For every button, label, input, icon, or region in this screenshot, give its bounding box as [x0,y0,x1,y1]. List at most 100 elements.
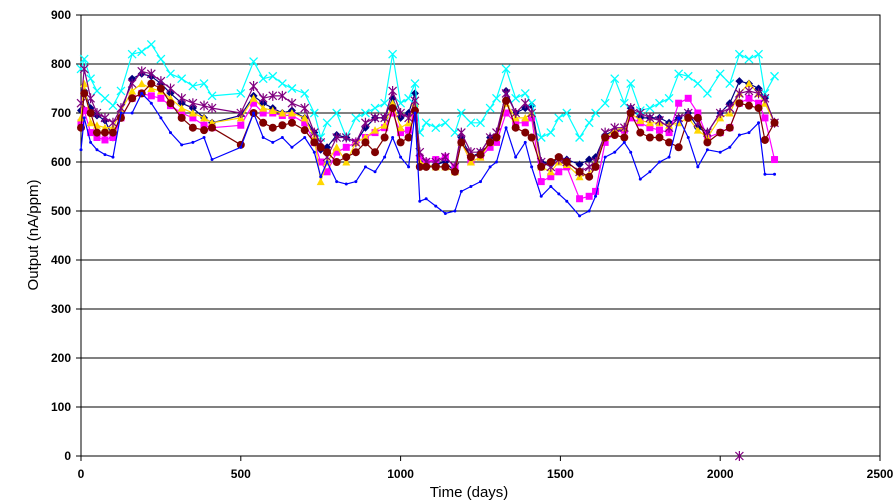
data-point [591,162,600,171]
data-point [737,133,741,137]
data-point [312,150,316,154]
data-point [137,47,147,57]
data-point [735,77,744,86]
data-point [146,39,156,49]
data-point [655,98,664,108]
data-point [210,158,214,162]
data-point [591,108,601,118]
data-point [287,84,297,93]
data-point [555,168,563,176]
data-point [317,158,325,166]
data-point [527,98,537,108]
data-point [728,145,732,149]
data-point [250,99,258,107]
data-point [626,79,636,89]
data-point [675,99,683,107]
data-point [492,93,501,103]
data-point [361,117,370,128]
data-point [236,108,246,118]
data-point [361,138,370,147]
data-point [502,109,510,117]
series-line [80,92,775,217]
data-point [502,96,511,105]
data-point [189,114,197,122]
data-point [725,123,734,132]
data-point [585,172,594,181]
series-circle [77,79,779,181]
tick-layer: 0 100 200 300 400 500 600 700 800 900 0 500 1000 1500… [51,8,894,481]
data-point [156,76,166,87]
data-point [236,88,246,98]
data-point [562,108,572,118]
data-point [521,128,530,137]
data-point [137,66,147,77]
data-point [418,199,422,203]
data-point [271,140,275,144]
data-point [479,180,482,184]
data-point [603,155,607,159]
data-point [280,136,284,139]
data-point [674,143,683,152]
data-point [156,54,166,64]
data-point [459,189,463,193]
y-tick-label: 900 [51,8,71,22]
data-point [520,98,530,109]
data-point [694,109,702,117]
data-point [177,74,187,84]
data-point [93,134,101,141]
data-point [657,160,661,164]
data-point [147,84,156,92]
data-point [397,129,405,137]
data-point [773,172,777,176]
data-point [332,143,341,151]
data-point [575,167,584,176]
data-point [585,192,593,200]
data-point [684,94,692,102]
data-point [410,79,420,89]
data-point [177,93,187,104]
data-point [268,71,278,81]
data-point [128,86,137,95]
series-line [80,92,776,200]
data-point [259,109,267,117]
data-point [501,64,511,74]
data-point [301,119,309,127]
data-point [103,153,107,157]
data-point [333,148,341,156]
data-point [693,79,703,89]
data-point [686,136,690,139]
data-point [127,78,137,89]
data-point [309,127,319,138]
data-point [683,71,693,81]
data-point [342,158,351,166]
data-point [760,135,769,144]
data-point [92,86,102,96]
series-x [76,39,779,142]
data-point [207,103,217,114]
data-point [537,178,545,186]
data-point [396,123,405,132]
data-point [277,90,287,101]
data-point [342,143,350,151]
data-point [636,116,645,124]
y-tick-label: 100 [51,400,71,414]
data-point [363,165,367,169]
data-point [450,128,460,138]
data-point [744,101,753,110]
data-point [208,123,217,132]
data-point [287,118,296,127]
data-point [747,131,751,135]
data-point [188,123,197,132]
data-point [316,177,325,186]
data-point [718,150,722,154]
data-point [655,126,663,134]
data-point [239,145,243,149]
data-point [485,103,495,113]
x-tick-label: 0 [78,467,85,481]
data-point [601,133,610,142]
data-point [290,145,294,149]
data-point [261,136,265,139]
data-point [546,128,556,138]
data-point [431,162,440,171]
